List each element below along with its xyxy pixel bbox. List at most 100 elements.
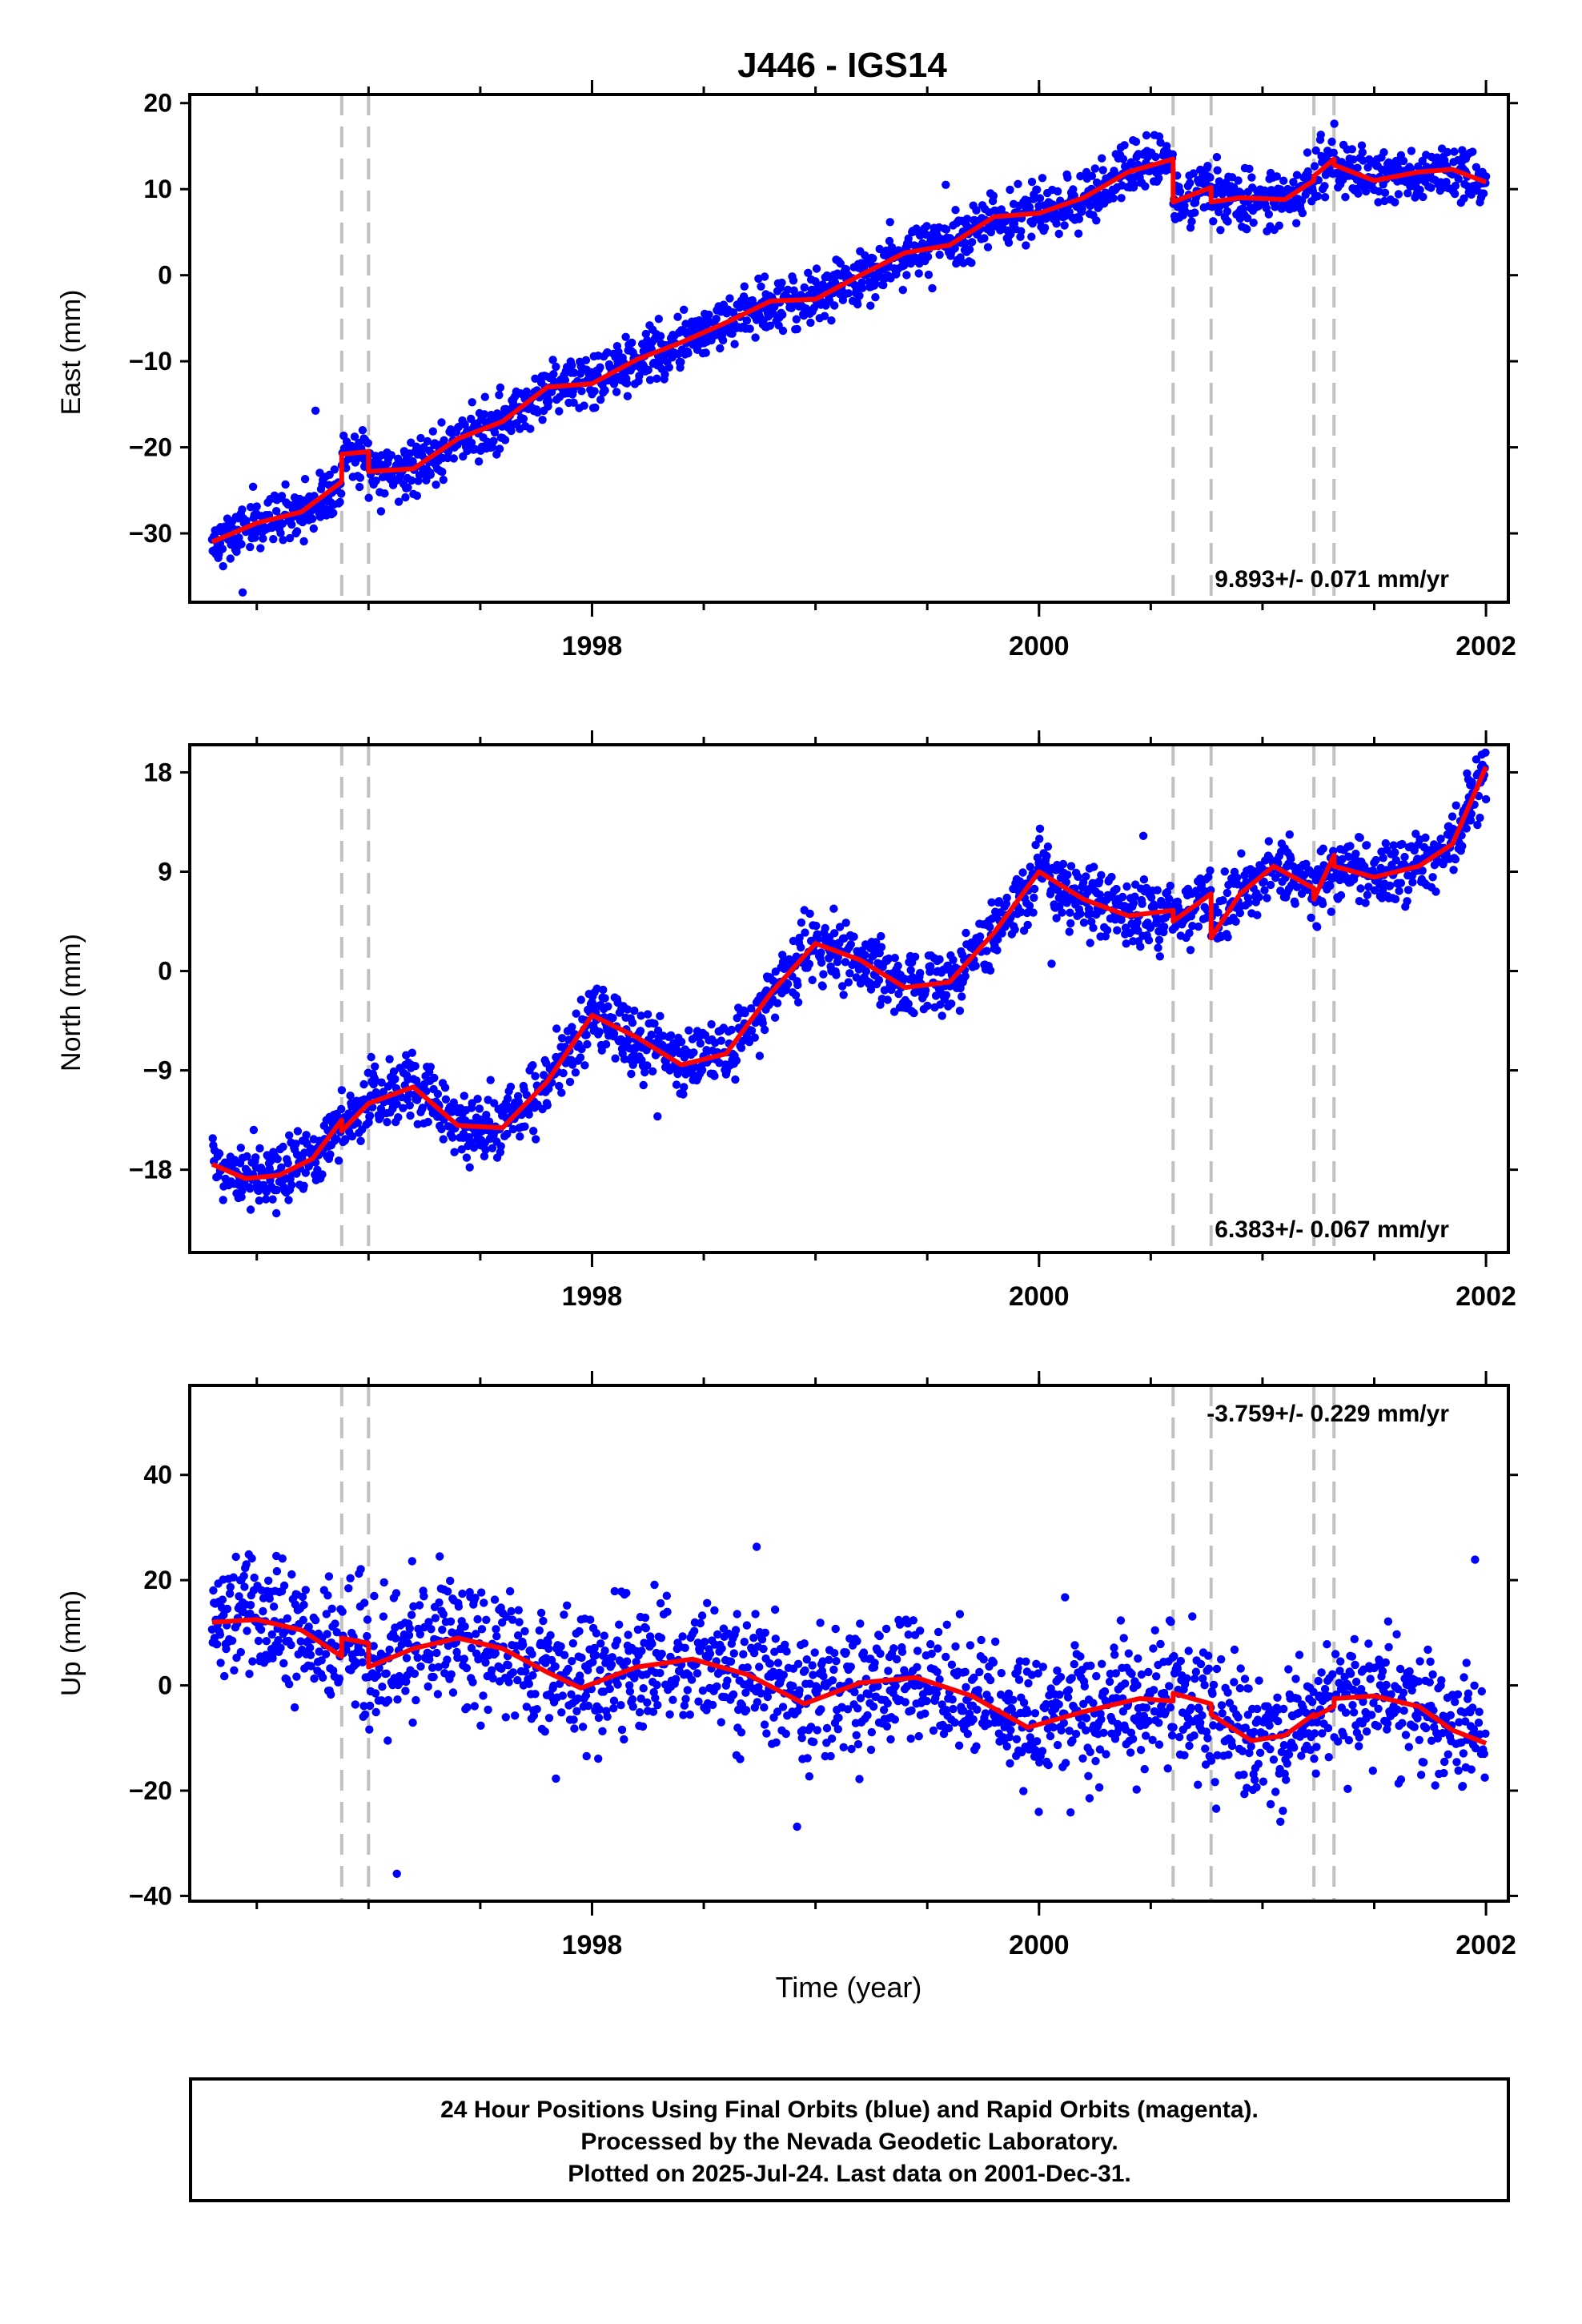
- north-data-point: [1058, 859, 1068, 869]
- north-data-point: [849, 932, 858, 941]
- east-data-point: [1394, 190, 1403, 199]
- east-data-point: [1320, 193, 1330, 202]
- east-data-point: [718, 336, 728, 345]
- north-data-point: [399, 1104, 408, 1112]
- north-data-point: [1220, 867, 1230, 876]
- east-data-point: [1403, 189, 1412, 198]
- east-data-point: [1450, 147, 1459, 156]
- east-data-point: [716, 344, 725, 353]
- north-data-point: [841, 919, 850, 927]
- up-data-point: [242, 1560, 251, 1569]
- up-data-point: [332, 1628, 341, 1637]
- up-data-point: [933, 1667, 942, 1676]
- north-ytick-label: 0: [158, 957, 172, 986]
- north-data-point: [1074, 872, 1082, 882]
- east-data-point: [1052, 219, 1061, 228]
- east-data-point: [1407, 147, 1416, 155]
- up-data-point: [547, 1655, 556, 1665]
- north-data-point: [1231, 917, 1240, 927]
- north-data-point: [1022, 908, 1032, 918]
- north-data-point: [805, 909, 814, 919]
- up-data-point: [753, 1698, 762, 1707]
- east-data-point: [311, 406, 320, 415]
- east-data-point: [1130, 180, 1138, 189]
- up-data-point: [855, 1775, 864, 1783]
- east-data-point: [1223, 217, 1232, 226]
- east-data-point: [329, 509, 338, 517]
- up-data-point: [1030, 1709, 1040, 1718]
- north-data-point: [277, 1163, 286, 1172]
- north-data-point: [685, 1026, 693, 1035]
- north-data-point: [284, 1196, 293, 1204]
- up-data-point: [806, 1723, 816, 1731]
- up-data-point: [897, 1647, 907, 1656]
- east-data-point: [335, 497, 344, 507]
- north-data-point: [293, 1127, 303, 1136]
- up-data-point: [373, 1671, 382, 1680]
- east-data-point: [350, 432, 359, 441]
- up-data-point: [891, 1681, 900, 1691]
- up-data-point: [856, 1619, 865, 1628]
- north-data-point: [1118, 892, 1127, 902]
- east-data-point: [1175, 187, 1185, 196]
- east-data-point: [942, 180, 950, 189]
- east-data-point: [1419, 192, 1427, 202]
- north-data-point: [392, 1100, 401, 1108]
- east-data-point: [555, 407, 564, 416]
- up-data-point: [301, 1586, 310, 1594]
- north-data-point: [1146, 893, 1156, 902]
- east-data-point: [962, 215, 972, 223]
- up-data-point: [269, 1602, 279, 1611]
- north-data-point: [1381, 838, 1391, 848]
- north-data-point: [987, 898, 996, 907]
- up-data-point: [279, 1659, 288, 1668]
- up-data-point: [876, 1649, 885, 1659]
- north-data-point: [1029, 908, 1038, 917]
- north-data-point: [433, 1089, 443, 1099]
- north-data-point: [611, 1054, 620, 1063]
- up-data-point: [427, 1625, 436, 1634]
- up-data-point: [713, 1682, 721, 1691]
- north-data-point: [1155, 952, 1165, 961]
- north-data-point: [249, 1125, 259, 1135]
- north-data-point: [341, 1135, 350, 1144]
- up-data-point: [827, 1734, 837, 1743]
- up-data-point: [323, 1591, 332, 1600]
- north-data-point: [650, 1019, 659, 1028]
- east-data-point: [439, 476, 448, 485]
- east-data-point: [248, 482, 258, 491]
- north-data-point: [1035, 824, 1045, 834]
- north-data-point: [877, 931, 885, 941]
- north-data-point: [1030, 893, 1038, 903]
- up-data-point: [603, 1712, 612, 1721]
- up-data-point: [892, 1655, 901, 1664]
- up-data-point: [573, 1694, 583, 1703]
- up-data-point: [1019, 1699, 1029, 1707]
- up-data-point: [914, 1731, 923, 1741]
- up-data-point: [944, 1723, 954, 1733]
- up-data-point: [391, 1589, 401, 1598]
- north-data-point: [841, 958, 850, 967]
- north-data-point: [430, 1073, 439, 1083]
- up-data-point: [625, 1681, 634, 1690]
- east-data-point: [468, 398, 476, 407]
- north-data-point: [1411, 830, 1420, 838]
- north-data-point: [1473, 820, 1482, 830]
- up-data-point: [438, 1625, 447, 1634]
- north-data-point: [677, 1037, 686, 1047]
- up-data-point: [638, 1722, 648, 1731]
- east-data-point: [1203, 162, 1212, 171]
- up-data-point: [209, 1586, 218, 1595]
- north-data-point: [906, 966, 915, 975]
- north-data-point: [825, 954, 833, 963]
- east-data-point: [961, 239, 970, 247]
- up-data-point: [643, 1698, 652, 1707]
- east-data-point: [673, 312, 682, 321]
- east-data-point: [769, 309, 777, 318]
- north-data-point: [246, 1184, 255, 1193]
- north-data-point: [385, 1055, 394, 1063]
- north-data-point: [597, 1046, 606, 1055]
- north-data-point: [958, 992, 966, 1001]
- up-data-point: [741, 1706, 751, 1715]
- east-data-point: [1298, 208, 1307, 218]
